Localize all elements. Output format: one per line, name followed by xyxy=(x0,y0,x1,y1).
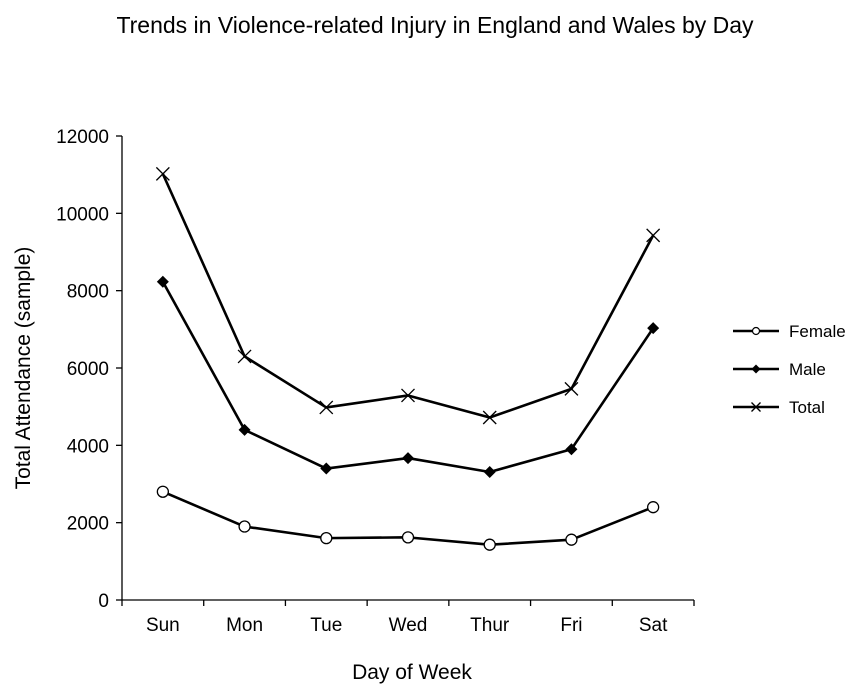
data-point-total xyxy=(319,400,334,415)
data-point-female xyxy=(483,538,496,551)
legend-label: Female xyxy=(789,322,846,341)
x-tick-label: Wed xyxy=(389,615,428,636)
data-point-female xyxy=(565,533,578,546)
axes: 0 2000 4000 6000 8000 10000 12000 Sun Mon Tue Wed T… xyxy=(56,127,695,636)
data-point-total xyxy=(482,410,497,425)
x-tick-label: Sun xyxy=(146,615,180,636)
legend-label: Total xyxy=(789,398,825,417)
legend: Female Male Total xyxy=(733,322,846,417)
legend-marker xyxy=(751,402,761,412)
y-tick-label: 6000 xyxy=(67,359,109,380)
x-tick-label: Mon xyxy=(226,615,263,636)
y-axis-label: Total Attendance (sample) xyxy=(12,247,35,490)
series-total xyxy=(155,166,661,425)
y-tick-label: 8000 xyxy=(67,282,109,303)
data-point-male xyxy=(483,466,496,479)
data-point-female xyxy=(238,520,251,533)
legend-item-total: Total xyxy=(733,398,825,417)
legend-marker xyxy=(751,326,761,336)
data-point-female xyxy=(320,531,333,545)
x-tick-label: Sat xyxy=(639,615,668,636)
legend-label: Male xyxy=(789,360,826,379)
legend-marker xyxy=(751,364,761,374)
y-tick-label: 0 xyxy=(98,591,109,612)
chart-title: Trends in Violence-related Injury in Eng… xyxy=(116,12,754,38)
series-line-total xyxy=(161,173,655,419)
series-line-male xyxy=(161,281,655,474)
y-tick-label: 2000 xyxy=(67,514,109,535)
x-tick-label: Thur xyxy=(470,615,510,636)
data-point-total xyxy=(155,166,170,181)
data-point-male xyxy=(565,443,578,456)
data-point-female xyxy=(646,501,660,514)
series-male xyxy=(156,275,660,479)
x-axis-label: Day of Week xyxy=(352,661,472,684)
y-tick-label: 10000 xyxy=(56,204,109,225)
y-tick-label: 4000 xyxy=(67,436,109,457)
data-point-male xyxy=(320,462,333,475)
data-point-male xyxy=(647,322,660,335)
legend-item-female: Female xyxy=(733,322,846,341)
data-point-male xyxy=(156,275,169,288)
y-tick-label: 12000 xyxy=(56,127,109,148)
data-point-female xyxy=(156,485,170,498)
data-point-total xyxy=(646,228,661,243)
legend-item-male: Male xyxy=(733,360,826,379)
data-point-female xyxy=(401,531,415,544)
data-point-male xyxy=(402,452,414,465)
data-point-total xyxy=(401,388,415,403)
data-point-male xyxy=(238,423,251,436)
series-female xyxy=(156,485,660,551)
data-point-total xyxy=(237,349,252,364)
data-point-total xyxy=(564,381,579,396)
x-tick-label: Tue xyxy=(310,615,342,636)
series-layer xyxy=(155,166,661,551)
x-tick-label: Fri xyxy=(560,615,582,636)
